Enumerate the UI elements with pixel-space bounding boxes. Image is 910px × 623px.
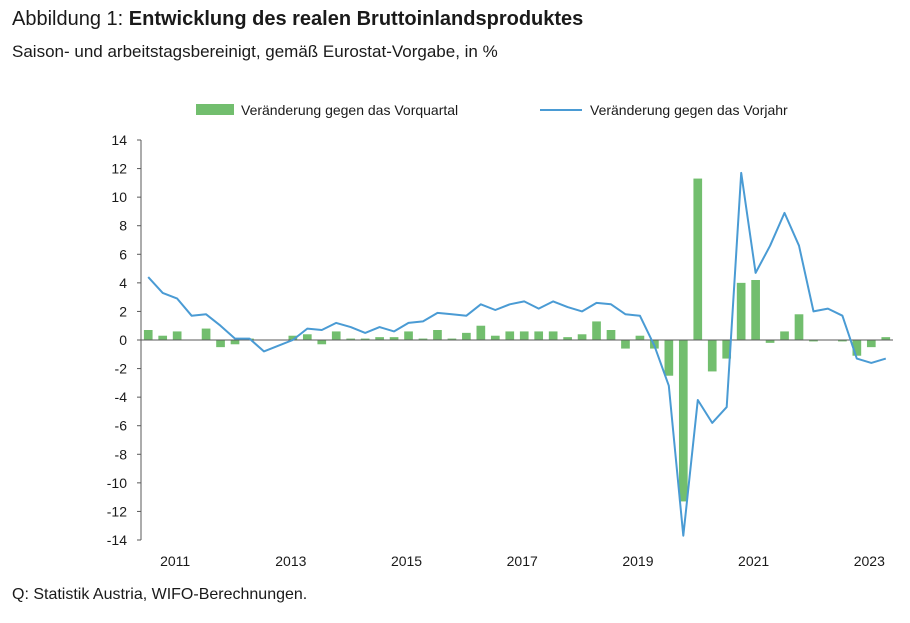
title-main: Entwicklung des realen Bruttoinlandsprod… [128, 8, 584, 30]
bar-2020Q2 [707, 340, 717, 372]
bar-2010Q3 [143, 330, 153, 340]
bar-2020Q1 [693, 178, 703, 340]
bar-2023Q1 [866, 340, 876, 348]
y-tick-label: 10 [111, 189, 127, 205]
source-note: Q: Statistik Austria, WIFO-Berechnungen. [12, 586, 308, 603]
bar-2018Q2 [592, 321, 601, 340]
bar-2022Q3 [838, 340, 847, 342]
y-tick-label: 6 [119, 246, 127, 262]
chart-title: Abbildung 1: Entwicklung des realen Brut… [12, 8, 583, 31]
bar-2015Q1 [404, 331, 413, 340]
y-tick-label: -12 [107, 503, 127, 519]
chart-area: Veränderung gegen das Vorquartal Veränder… [107, 102, 893, 569]
bar-2016Q3 [490, 335, 500, 340]
line-yoy [147, 171, 887, 537]
bar-2017Q2 [534, 331, 544, 340]
x-tick-label: 2015 [391, 553, 422, 569]
x-axis: 2011 2013 2015 2017 2019 2021 2023 [141, 339, 893, 569]
y-tick-label: 4 [119, 275, 127, 291]
x-tick-label: 2013 [275, 553, 306, 569]
bar-2018Q1 [577, 334, 587, 340]
bar-series [143, 178, 891, 502]
bar-2018Q3 [606, 330, 616, 340]
bar-2023Q2 [881, 337, 891, 340]
x-tick-label: 2017 [507, 553, 538, 569]
bar-2016Q1 [462, 332, 471, 340]
bar-2017Q3 [548, 331, 558, 340]
bar-2013Q2 [302, 334, 312, 340]
y-axis: 14 12 10 8 6 4 2 0 -2 -4 -6 -8 -10 -12 -14 [107, 132, 142, 548]
legend-label-line: Veränderung gegen das Vorjahr [590, 102, 788, 118]
bar-2021Q2 [765, 340, 775, 343]
bar-2019Q1 [635, 335, 645, 340]
title-prefix: Abbildung 1: [12, 8, 129, 30]
line-series [147, 171, 887, 537]
bar-2019Q3 [664, 340, 674, 376]
bar-2022Q1 [809, 340, 818, 342]
y-tick-label: 8 [119, 218, 127, 234]
bar-2014Q3 [375, 337, 384, 340]
bar-2014Q2 [360, 338, 370, 340]
legend-label-bars: Veränderung gegen das Vorquartal [241, 102, 458, 118]
bar-2017Q4 [563, 337, 572, 340]
bar-2015Q3 [433, 330, 442, 340]
bar-2011Q3 [201, 328, 211, 340]
bar-2021Q4 [794, 314, 804, 340]
bar-2013Q4 [331, 331, 341, 340]
bar-2020Q4 [736, 282, 746, 340]
bar-2010Q4 [158, 335, 168, 340]
bar-2011Q4 [216, 340, 225, 348]
x-tick-label: 2021 [738, 553, 769, 569]
y-tick-label: -10 [107, 475, 127, 491]
bar-2014Q4 [389, 337, 399, 340]
x-tick-label: 2019 [622, 553, 653, 569]
y-tick-label: 2 [119, 303, 127, 319]
legend: Veränderung gegen das Vorquartal Veränder… [196, 102, 788, 118]
bar-2016Q2 [476, 325, 486, 340]
y-tick-label: 14 [111, 132, 127, 148]
bar-2016Q4 [505, 331, 515, 340]
bar-2013Q1 [288, 335, 298, 340]
x-tick-label: 2011 [160, 553, 190, 569]
bar-2021Q1 [751, 280, 760, 340]
x-tick-label: 2023 [854, 553, 885, 569]
bar-2012Q1 [230, 340, 240, 345]
y-tick-label: 12 [111, 161, 127, 177]
legend-swatch-bars [196, 104, 234, 115]
y-tick-label: -2 [115, 361, 128, 377]
y-tick-label: 0 [119, 332, 127, 348]
bar-2013Q3 [317, 340, 327, 345]
bar-2014Q1 [346, 338, 356, 340]
bar-2021Q3 [780, 331, 789, 340]
y-tick-label: -6 [115, 418, 128, 434]
chart-subtitle: Saison- und arbeitstagsbereinigt, gemäß … [12, 42, 498, 61]
bar-2019Q4 [678, 340, 688, 502]
y-tick-label: -4 [115, 389, 128, 405]
bar-2015Q2 [418, 338, 428, 340]
bar-2020Q3 [722, 340, 732, 359]
bar-2022Q4 [852, 340, 862, 356]
bar-2017Q1 [519, 331, 529, 340]
bar-2018Q4 [621, 340, 630, 349]
bar-2015Q4 [447, 338, 457, 340]
y-tick-label: -8 [115, 446, 128, 462]
y-tick-label: -14 [107, 532, 127, 548]
bar-2011Q1 [172, 331, 182, 340]
